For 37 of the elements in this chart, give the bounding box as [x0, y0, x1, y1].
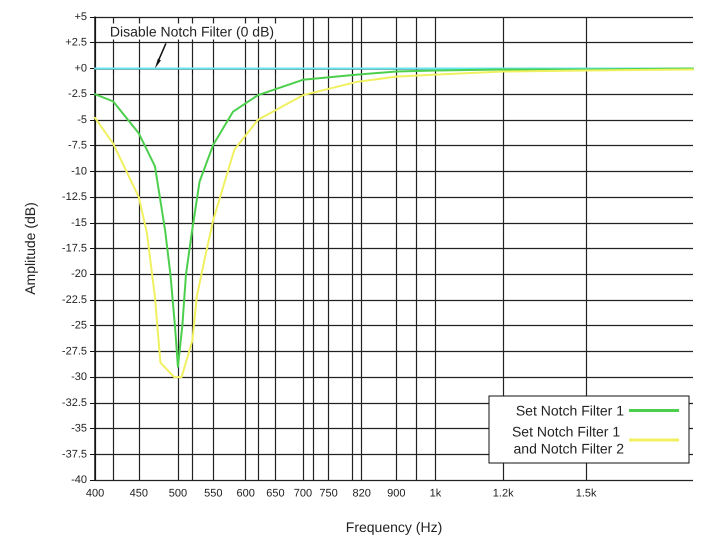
y-tick-label: -5 — [77, 114, 87, 126]
x-tick-label: 1.2k — [492, 488, 514, 500]
x-tick-label: 400 — [86, 488, 104, 500]
y-tick-label: -27.5 — [62, 345, 87, 358]
x-tick-label: 600 — [236, 488, 255, 500]
y-tick-label: -40 — [71, 474, 87, 486]
y-tick-label: -15 — [71, 216, 87, 229]
y-tick-label: -7.5 — [68, 140, 87, 152]
x-tick-label: 900 — [387, 488, 406, 500]
x-tick-label: 1.5k — [576, 488, 597, 500]
x-tick-label: 820 — [352, 488, 371, 500]
x-tick-label: 550 — [204, 488, 223, 500]
y-tick-label: -20 — [71, 268, 87, 280]
annotation: Disable Notch Filter (0 dB) — [110, 23, 274, 40]
y-axis-title: Amplitude (dB) — [22, 202, 38, 295]
x-tick-label: 650 — [266, 488, 285, 500]
y-tick-label: -37.5 — [62, 448, 87, 460]
legend-label: Set Notch Filter 1 — [516, 402, 624, 418]
x-tick-label: 500 — [168, 488, 188, 500]
y-tick-label: -17.5 — [62, 242, 87, 254]
y-tick-label: +0 — [74, 62, 87, 74]
x-tick-label: 1k — [430, 488, 442, 500]
y-tick-label: +5 — [74, 11, 87, 23]
y-tick-label: -10 — [71, 165, 87, 178]
y-tick-label: -12.5 — [62, 191, 87, 204]
x-tick-label: 750 — [319, 488, 338, 500]
y-tick-label: +2.5 — [65, 36, 87, 49]
y-tick-label: -30 — [71, 371, 87, 384]
y-tick-label: -2.5 — [68, 88, 87, 100]
y-tick-label: -22.5 — [62, 294, 87, 306]
legend-label: Set Notch Filter 1 and Notch Filter 2 — [512, 424, 624, 456]
x-tick-label: 700 — [294, 488, 312, 500]
x-tick-label: 450 — [130, 488, 148, 500]
y-tick-label: -25 — [71, 320, 87, 332]
x-axis-title: Frequency (Hz) — [346, 519, 442, 535]
y-tick-label: -35 — [71, 422, 87, 435]
y-tick-label: -32.5 — [62, 396, 87, 409]
